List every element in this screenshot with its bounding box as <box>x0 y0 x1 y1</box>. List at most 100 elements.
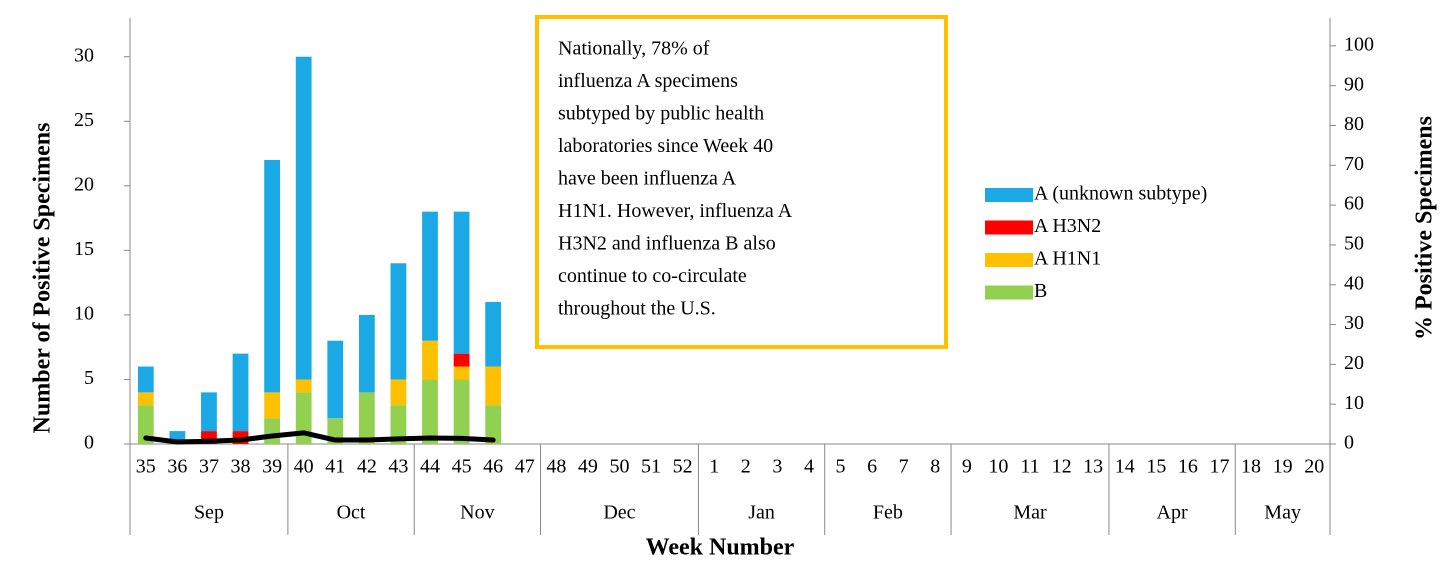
x-tick-label: 50 <box>609 456 629 478</box>
y2-tick-label: 20 <box>1344 352 1364 374</box>
bar-segment <box>232 353 249 432</box>
y2-tick-label: 50 <box>1344 233 1364 255</box>
bar-segment <box>453 353 470 367</box>
x-tick-label: 18 <box>1241 456 1261 478</box>
annotation-line: H1N1. However, influenza A <box>558 200 793 222</box>
month-label: Nov <box>460 502 494 524</box>
y-tick-label: 0 <box>84 432 94 454</box>
legend-swatch <box>985 285 1033 300</box>
legend-label: B <box>1034 280 1047 302</box>
annotation-line: influenza A specimens <box>558 70 738 92</box>
y2-tick-label: 10 <box>1344 392 1364 414</box>
x-tick-label: 14 <box>1115 456 1135 478</box>
bar-segment <box>295 56 312 380</box>
month-label: May <box>1264 502 1301 524</box>
month-label: Sep <box>194 502 224 524</box>
x-tick-label: 3 <box>772 456 782 478</box>
month-label: Dec <box>603 502 635 524</box>
x-tick-label: 5 <box>836 456 846 478</box>
x-tick-label: 51 <box>641 456 661 478</box>
y2-tick-label: 30 <box>1344 312 1364 334</box>
bar-segment <box>137 405 154 444</box>
y2-tick-label: 0 <box>1344 432 1354 454</box>
x-tick-label: 41 <box>325 456 345 478</box>
bar-segment <box>422 379 438 444</box>
y-tick-label: 15 <box>74 238 94 260</box>
annotation-line: Nationally, 78% of <box>558 38 710 60</box>
bar-segment <box>327 340 344 419</box>
x-tick-label: 49 <box>578 456 598 478</box>
bar-segment <box>390 263 407 380</box>
x-tick-label: 9 <box>962 456 972 478</box>
x-tick-label: 36 <box>167 456 187 478</box>
y-axis-title: Number of Positive Specimens <box>30 123 56 434</box>
x-tick-label: 15 <box>1146 456 1166 478</box>
y2-tick-label: 80 <box>1344 113 1364 135</box>
annotation-line: H3N2 and influenza B also <box>558 233 776 255</box>
x-tick-label: 19 <box>1273 456 1293 478</box>
x-tick-label: 39 <box>262 456 282 478</box>
y-tick-label: 25 <box>74 109 94 131</box>
bar-segment <box>137 366 154 393</box>
bar-segment <box>264 392 280 419</box>
x-tick-label: 43 <box>388 456 408 478</box>
x-tick-label: 11 <box>1020 456 1039 478</box>
legend-swatch <box>985 188 1033 202</box>
y-tick-label: 5 <box>84 367 94 389</box>
y-tick-label: 20 <box>74 173 94 195</box>
x-tick-label: 40 <box>294 456 314 478</box>
y2-axis-title: % Positive Specimens <box>1412 116 1438 340</box>
annotation-line: laboratories since Week 40 <box>558 135 773 157</box>
x-tick-label: 38 <box>231 456 251 478</box>
bar-segment <box>453 366 470 380</box>
x-tick-label: 17 <box>1209 456 1229 478</box>
bar-segment <box>201 392 217 432</box>
legend-swatch <box>985 253 1033 267</box>
bar-segment <box>422 211 438 341</box>
x-tick-label: 48 <box>546 456 566 478</box>
bar-segment <box>264 160 280 393</box>
legend-label: A H1N1 <box>1034 248 1101 270</box>
annotation-line: continue to co-circulate <box>558 265 747 287</box>
annotation-line: have been influenza A <box>558 168 737 190</box>
y-tick-label: 30 <box>74 44 94 66</box>
x-tick-label: 2 <box>741 456 751 478</box>
bar-segment <box>358 314 375 393</box>
bar-segment <box>264 418 280 444</box>
x-tick-label: 42 <box>357 456 377 478</box>
x-tick-label: 52 <box>673 456 693 478</box>
bar-segment <box>390 379 407 406</box>
x-tick-label: 13 <box>1083 456 1103 478</box>
x-tick-label: 37 <box>199 456 219 478</box>
bar-segment <box>485 366 502 406</box>
month-label: Mar <box>1013 502 1047 524</box>
x-tick-label: 20 <box>1304 456 1324 478</box>
y2-tick-label: 40 <box>1344 272 1364 294</box>
x-tick-label: 47 <box>515 456 535 478</box>
y2-tick-label: 100 <box>1344 33 1374 55</box>
annotation-line: subtyped by public health <box>558 103 764 125</box>
annotation-box <box>535 15 948 349</box>
month-label: Apr <box>1157 502 1188 524</box>
bar-segment <box>453 379 470 444</box>
x-tick-label: 16 <box>1178 456 1198 478</box>
bar-segment <box>295 379 312 393</box>
y2-tick-label: 60 <box>1344 193 1364 215</box>
month-label: Feb <box>873 502 903 524</box>
x-tick-label: 35 <box>136 456 156 478</box>
x-tick-label: 1 <box>709 456 719 478</box>
y-tick-label: 10 <box>74 303 94 325</box>
y2-tick-label: 70 <box>1344 153 1364 175</box>
legend-swatch <box>985 220 1033 235</box>
annotation-line: throughout the U.S. <box>558 298 716 320</box>
x-tick-label: 10 <box>988 456 1008 478</box>
legend-label: A H3N2 <box>1034 215 1101 237</box>
x-tick-label: 12 <box>1052 456 1072 478</box>
bar-segment <box>422 340 438 380</box>
x-tick-label: 4 <box>804 456 814 478</box>
line <box>143 430 496 445</box>
legend-label: A (unknown subtype) <box>1034 183 1207 205</box>
bar-segment <box>485 405 502 444</box>
x-tick-label: 45 <box>452 456 472 478</box>
